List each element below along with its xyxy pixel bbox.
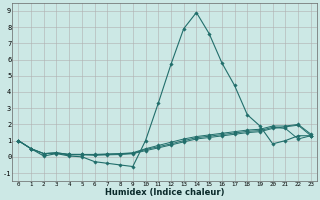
X-axis label: Humidex (Indice chaleur): Humidex (Indice chaleur)	[105, 188, 224, 197]
